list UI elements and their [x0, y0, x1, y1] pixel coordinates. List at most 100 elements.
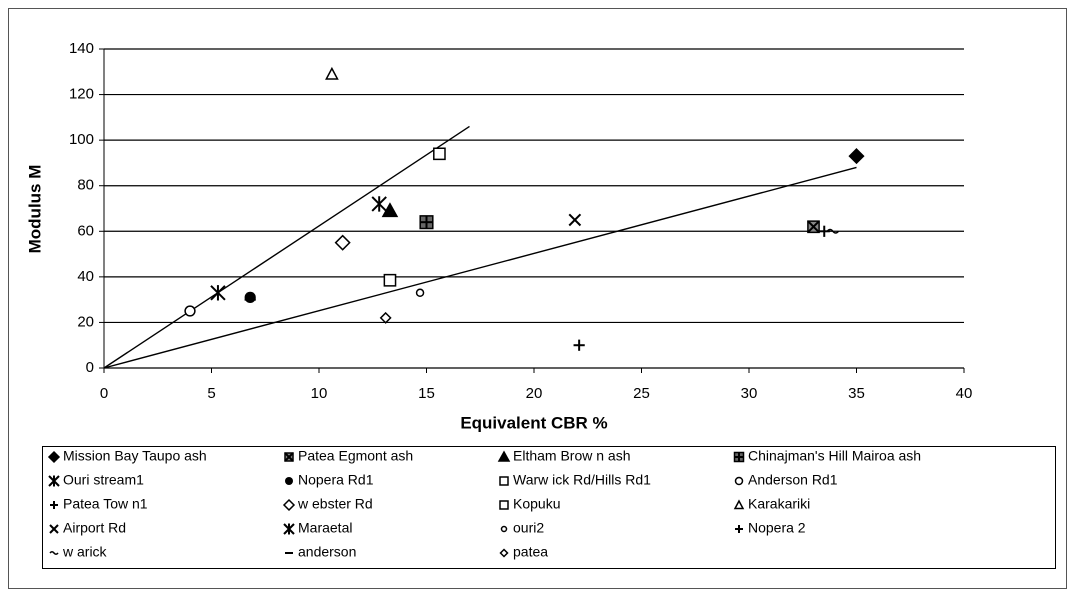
marker: [244, 291, 256, 303]
marker: [499, 548, 509, 558]
marker: [184, 305, 196, 317]
legend-label: Maraetal: [298, 520, 352, 536]
x-tick-label: 5: [207, 385, 215, 402]
shape: [733, 499, 745, 510]
stroke: [568, 213, 582, 227]
legend-label: Ouri stream1: [63, 472, 144, 488]
marker: [499, 476, 509, 486]
legend-label: Warw ick Rd/Hills Rd1: [513, 472, 651, 488]
y-tick-label: 120: [69, 86, 94, 103]
chart-border: [8, 8, 1067, 589]
y-tick-label: 20: [77, 313, 94, 330]
marker: [325, 66, 339, 80]
legend-label: w arick: [62, 544, 108, 560]
marker: [282, 498, 296, 512]
shape: [379, 311, 392, 324]
marker: [49, 551, 59, 555]
stroke: [49, 524, 59, 534]
trend-line: [103, 125, 470, 369]
marker: [568, 213, 582, 227]
x-tick-label: 20: [526, 385, 543, 402]
marker: [499, 500, 509, 510]
shape: [499, 548, 509, 558]
legend-label: Eltham Brow n ash: [513, 448, 631, 464]
stroke: [49, 551, 59, 555]
shape: [499, 476, 509, 486]
stroke: [807, 220, 820, 234]
marker: [284, 452, 294, 462]
marker: [497, 450, 511, 462]
marker: [47, 450, 61, 464]
marker: [433, 147, 446, 161]
shape: [244, 291, 256, 303]
marker: [419, 215, 434, 230]
marker: [371, 196, 387, 212]
legend-label: w ebster Rd: [297, 496, 373, 512]
shape: [285, 477, 293, 485]
y-tick-label: 40: [77, 268, 94, 285]
x-tick-label: 35: [848, 385, 865, 402]
legend-label: Patea Tow n1: [63, 496, 148, 512]
x-tick-label: 10: [311, 385, 328, 402]
shape: [325, 66, 339, 80]
marker: [735, 525, 743, 533]
marker: [807, 220, 820, 234]
x-tick-label: 25: [633, 385, 650, 402]
legend-label: Anderson Rd1: [748, 472, 838, 488]
x-tick-label: 40: [956, 385, 973, 402]
y-tick-label: 80: [77, 177, 94, 194]
shape: [500, 525, 508, 533]
shape: [184, 305, 196, 317]
x-tick-label: 0: [100, 385, 108, 402]
marker: [500, 525, 508, 533]
legend-label: Karakariki: [748, 496, 810, 512]
marker: [334, 234, 351, 251]
legend-label: Mission Bay Taupo ash: [63, 448, 207, 464]
shape: [497, 450, 511, 462]
shape: [415, 288, 425, 298]
legend-label: ouri2: [513, 520, 544, 536]
marker: [48, 475, 60, 487]
shape: [47, 450, 61, 464]
shape: [334, 234, 351, 251]
legend-label: Airport Rd: [63, 520, 126, 536]
x-axis-title: Equivalent CBR %: [460, 413, 607, 432]
y-tick-label: 0: [86, 359, 94, 376]
marker: [733, 451, 745, 463]
marker: [415, 288, 425, 298]
marker: [379, 311, 392, 324]
stroke: [826, 228, 840, 234]
shape: [433, 147, 446, 161]
marker: [573, 339, 585, 351]
legend-label: Nopera 2: [748, 520, 806, 536]
legend-label: Kopuku: [513, 496, 560, 512]
legend-label: anderson: [298, 544, 356, 560]
y-tick-label: 100: [69, 131, 94, 148]
y-tick-label: 140: [69, 40, 94, 57]
stroke: [284, 452, 294, 462]
marker: [826, 228, 840, 234]
marker: [49, 524, 59, 534]
shape: [734, 476, 744, 486]
x-tick-label: 30: [741, 385, 758, 402]
legend-label: Patea Egmont ash: [298, 448, 413, 464]
marker: [283, 523, 295, 535]
shape: [848, 148, 865, 165]
legend-label: Chinajman's Hill Mairoa ash: [748, 448, 921, 464]
legend-label: Nopera Rd1: [298, 472, 374, 488]
marker: [383, 273, 397, 287]
marker: [285, 477, 293, 485]
x-tick-label: 15: [418, 385, 435, 402]
shape: [499, 500, 509, 510]
legend-box: [42, 446, 1056, 569]
marker: [848, 148, 865, 165]
marker: [734, 476, 744, 486]
y-tick-label: 60: [77, 222, 94, 239]
legend-label: patea: [513, 544, 548, 560]
shape: [282, 498, 296, 512]
marker: [50, 501, 58, 509]
marker: [733, 499, 745, 510]
marker: [210, 285, 226, 301]
shape: [383, 273, 397, 287]
